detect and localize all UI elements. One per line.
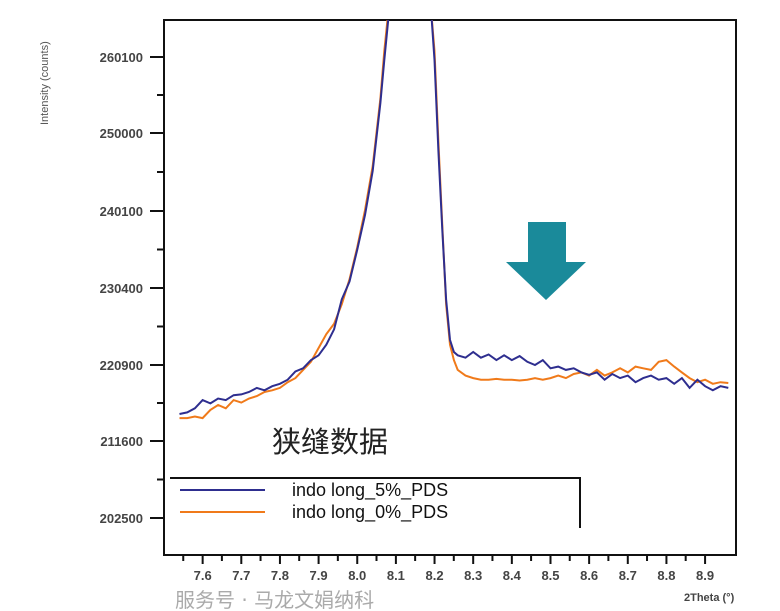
legend-label-0pct: indo long_0%_PDS (292, 502, 448, 523)
annotation-text: 狭缝数据 (272, 425, 388, 459)
y-tick-label: 202500 (100, 511, 143, 526)
x-tick-label: 7.7 (232, 568, 250, 583)
y-tick-label: 250000 (100, 126, 143, 141)
plot-frame (163, 19, 737, 556)
x-axis-label: 2Theta (°) (684, 592, 735, 604)
x-tick-label: 8.2 (426, 568, 444, 583)
teal-down-arrow (506, 222, 586, 300)
x-tick-label: 8.4 (503, 568, 522, 583)
x-tick-label: 8.1 (387, 568, 405, 583)
y-tick-label: 220900 (100, 358, 143, 373)
watermark: 服务号 · 马龙文娟纳科 (175, 588, 374, 611)
x-tick-label: 7.8 (271, 568, 289, 583)
y-axis-label: Intensity (counts) (39, 41, 51, 125)
x-tick-label: 8.9 (696, 568, 714, 583)
y-tick-label: 211600 (100, 434, 143, 449)
x-tick-label: 8.7 (619, 568, 637, 583)
x-tick-label: 8.0 (348, 568, 366, 583)
x-tick-label: 8.6 (580, 568, 598, 583)
x-tick-label: 8.3 (464, 568, 482, 583)
x-tick-label: 8.5 (541, 568, 559, 583)
y-tick-label: 230400 (100, 281, 143, 296)
y-tick-label: 260100 (100, 50, 143, 65)
x-tick-label: 8.8 (657, 568, 675, 583)
series-line-0 (179, 20, 729, 415)
x-tick-label: 7.9 (310, 568, 328, 583)
legend-label-5pct: indo long_5%_PDS (292, 480, 448, 501)
series-line-1 (179, 20, 729, 420)
x-tick-label: 7.6 (194, 568, 212, 583)
legend: indo long_5%_PDS indo long_0%_PDS (170, 477, 581, 528)
y-tick-label: 240100 (100, 204, 143, 219)
